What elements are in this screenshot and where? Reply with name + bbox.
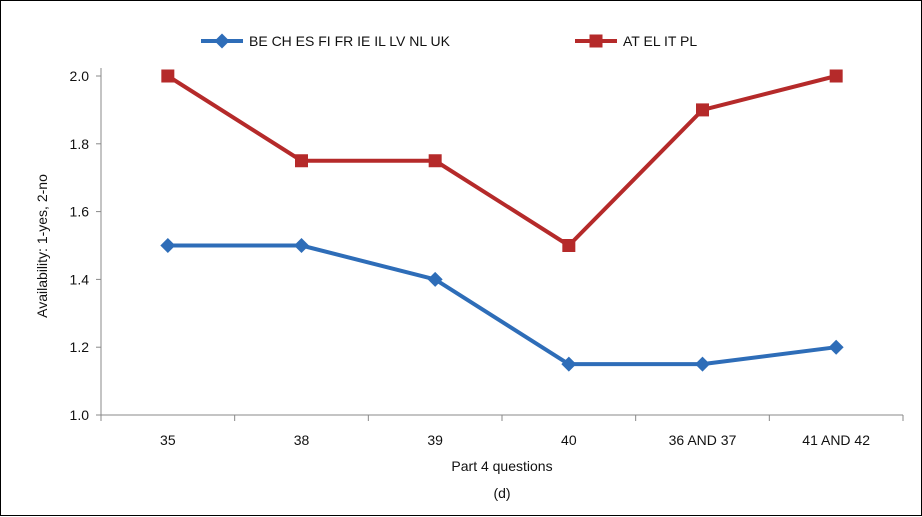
series-line	[167, 243, 837, 367]
y-tick-label: 2.0	[70, 68, 90, 84]
series-layer	[160, 69, 844, 372]
y-tick-label: 1.8	[70, 136, 90, 152]
data-point-diamond	[160, 238, 176, 253]
legend: BE CH ES FI FR IE IL LV NL UK AT EL IT PL	[201, 33, 697, 49]
y-tick-label: 1.0	[70, 407, 90, 423]
x-tick-label: 36 AND 37	[669, 432, 737, 448]
x-tick-label: 35	[160, 432, 176, 448]
data-point-square	[295, 154, 308, 168]
y-tick-label: 1.2	[70, 339, 90, 355]
data-point-diamond	[294, 238, 309, 253]
data-point-square	[562, 239, 576, 252]
legend-label: BE CH ES FI FR IE IL LV NL UK	[249, 33, 451, 49]
data-point-square	[161, 69, 175, 83]
data-point-square	[589, 34, 603, 48]
data-point-diamond	[561, 356, 577, 372]
y-tick-label: 1.4	[70, 271, 90, 287]
data-point-diamond	[427, 271, 443, 287]
series-2	[161, 69, 843, 252]
legend-item-2: AT EL IT PL	[575, 33, 697, 49]
x-tick-label: 39	[427, 432, 443, 448]
data-point-square	[428, 154, 442, 168]
y-tick-labels: 1.0 1.2 1.4 1.6 1.8 2.0	[70, 68, 90, 423]
data-point-diamond	[828, 339, 844, 355]
legend-label: AT EL IT PL	[623, 33, 697, 49]
x-tick-labels: 35 38 39 40 36 AND 37 41 AND 42	[160, 432, 870, 448]
series-1	[160, 238, 844, 372]
y-tick-label: 1.6	[70, 204, 90, 220]
series-line	[166, 74, 837, 248]
data-point-square	[696, 103, 709, 117]
data-point-diamond	[214, 33, 230, 49]
y-axis-title: Availability: 1-yes, 2-no	[34, 174, 50, 318]
x-tick-label: 41 AND 42	[802, 432, 870, 448]
legend-item-1: BE CH ES FI FR IE IL LV NL UK	[201, 33, 451, 49]
x-axis-title: Part 4 questions	[451, 458, 552, 474]
x-tick-label: 40	[561, 432, 577, 448]
axes	[96, 68, 904, 421]
x-tick-label: 38	[294, 432, 310, 448]
data-point-square	[829, 69, 843, 83]
figure-caption: (d)	[493, 485, 510, 501]
data-point-diamond	[695, 356, 710, 372]
